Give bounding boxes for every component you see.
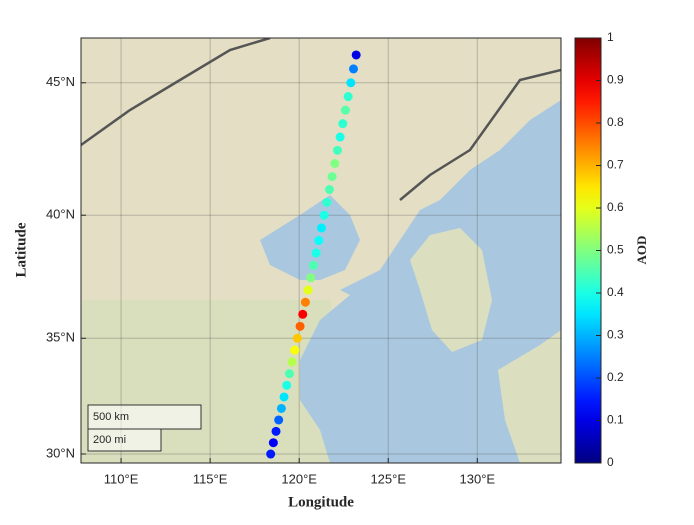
- track-point: [279, 392, 289, 402]
- track-point: [332, 145, 342, 155]
- track-point: [290, 345, 300, 355]
- track-point: [351, 50, 361, 60]
- basemap: [81, 38, 561, 463]
- track-point: [306, 273, 316, 283]
- colorbar-tick-label: 0.9: [607, 73, 624, 87]
- track-point: [319, 210, 329, 220]
- japan: [498, 330, 561, 463]
- track-point: [287, 357, 297, 367]
- track-point: [276, 403, 286, 413]
- track-point: [268, 438, 278, 448]
- track-point: [349, 64, 359, 74]
- track-point: [335, 132, 345, 142]
- x-tick-label: 120°E: [281, 471, 317, 486]
- track-point: [282, 380, 292, 390]
- track-point: [308, 260, 318, 270]
- scalebar-label: 200 mi: [93, 434, 126, 446]
- track-point: [271, 426, 281, 436]
- track-point: [330, 159, 340, 169]
- y-tick-label: 30°N: [46, 445, 75, 460]
- bohai-sea: [260, 195, 360, 280]
- korea: [410, 228, 492, 352]
- y-tick-label: 45°N: [46, 74, 75, 89]
- scalebar-label: 500 km: [93, 411, 129, 423]
- track-point: [292, 333, 302, 343]
- x-tick-label: 115°E: [193, 471, 228, 486]
- y-tick-label: 40°N: [46, 207, 75, 222]
- track-point: [274, 415, 284, 425]
- track-point: [295, 321, 305, 331]
- track-point: [346, 78, 356, 88]
- track-point: [324, 185, 334, 195]
- track-point: [314, 236, 324, 246]
- colorbar-tick-label: 0.4: [607, 285, 624, 299]
- x-axis-label: Longitude: [288, 494, 354, 510]
- colorbar-tick-label: 0: [607, 455, 614, 469]
- track-point: [343, 92, 353, 102]
- colorbar-tick-label: 0.5: [607, 243, 624, 257]
- track-point: [322, 197, 332, 207]
- colorbar-tick-label: 0.7: [607, 158, 624, 172]
- colorbar-label: AOD: [634, 236, 649, 265]
- track: [266, 50, 361, 459]
- x-tick-label: 125°E: [370, 471, 406, 486]
- scalebar-mi: [87, 428, 162, 452]
- x-tick-label: 130°E: [460, 471, 496, 486]
- track-point: [338, 119, 348, 129]
- track-point: [311, 248, 321, 258]
- track-point: [316, 223, 326, 233]
- colorbar-tick-label: 0.8: [607, 115, 624, 129]
- colorbar-tick-label: 1: [607, 30, 614, 44]
- colorbar-tick-label: 0.2: [607, 370, 624, 384]
- track-point: [284, 369, 294, 379]
- border: [81, 38, 561, 201]
- track-point: [300, 297, 310, 307]
- track-point: [266, 449, 276, 459]
- track-point: [340, 105, 350, 115]
- track-point: [303, 285, 313, 295]
- track-point: [327, 172, 337, 182]
- colorbar-tick-label: 0.6: [607, 200, 624, 214]
- colorbar-tick-label: 0.1: [607, 413, 624, 427]
- track-point: [298, 309, 308, 319]
- y-axis-label: Latitude: [13, 222, 29, 277]
- x-tick-label: 110°E: [104, 471, 139, 486]
- y-tick-label: 35°N: [46, 330, 75, 345]
- colorbar-tick-label: 0.3: [607, 328, 624, 342]
- map-frame: [80, 37, 562, 464]
